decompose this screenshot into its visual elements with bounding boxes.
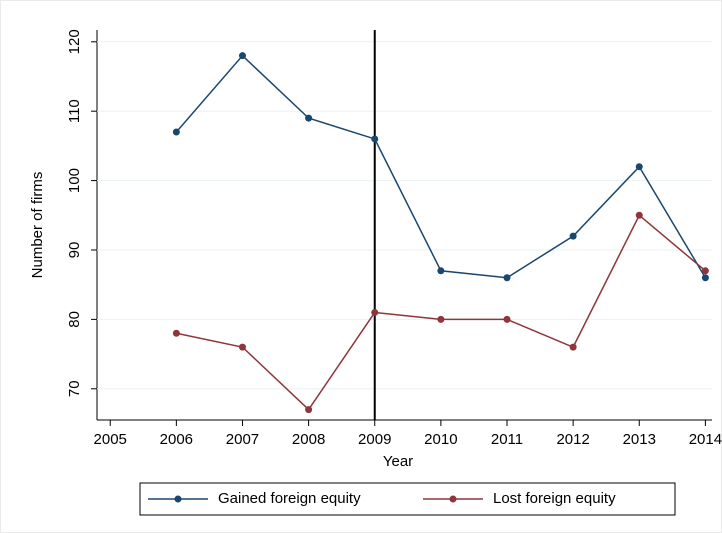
legend-label: Gained foreign equity — [218, 490, 361, 507]
data-point — [701, 274, 709, 282]
data-point — [503, 274, 511, 282]
x-tick-label: 2013 — [623, 431, 656, 448]
data-point — [635, 163, 643, 171]
data-point — [238, 343, 246, 351]
x-tick-label: 2011 — [491, 431, 523, 448]
y-tick-label: 90 — [66, 242, 83, 259]
data-point — [503, 315, 511, 323]
data-point — [172, 329, 180, 337]
x-tick-label: 2012 — [556, 431, 589, 448]
y-tick-label: 70 — [66, 380, 83, 397]
data-point — [371, 308, 379, 316]
legend-box — [139, 482, 676, 516]
y-tick-label: 100 — [66, 168, 83, 193]
data-point — [701, 267, 709, 275]
data-point — [305, 406, 313, 414]
y-axis-label: Number of firms — [29, 172, 46, 279]
x-axis-label: Year — [383, 453, 413, 470]
x-tick-label: 2005 — [94, 431, 127, 448]
data-point — [437, 315, 445, 323]
legend-marker — [174, 495, 182, 503]
data-point — [569, 232, 577, 240]
data-point — [172, 128, 180, 136]
data-point — [569, 343, 577, 351]
data-point — [371, 135, 379, 143]
y-tick-label: 80 — [66, 311, 83, 328]
x-tick-label: 2014 — [689, 431, 722, 448]
legend-marker — [449, 495, 457, 503]
x-tick-label: 2009 — [358, 431, 391, 448]
x-tick-label: 2007 — [226, 431, 259, 448]
data-point — [238, 52, 246, 60]
y-tick-label: 110 — [66, 99, 83, 123]
data-point — [305, 114, 313, 122]
data-point — [635, 211, 643, 219]
data-point — [437, 267, 445, 275]
x-tick-label: 2010 — [424, 431, 457, 448]
y-tick-label: 120 — [66, 29, 83, 54]
x-tick-label: 2008 — [292, 431, 325, 448]
x-tick-label: 2006 — [160, 431, 193, 448]
legend-label: Lost foreign equity — [493, 490, 616, 507]
